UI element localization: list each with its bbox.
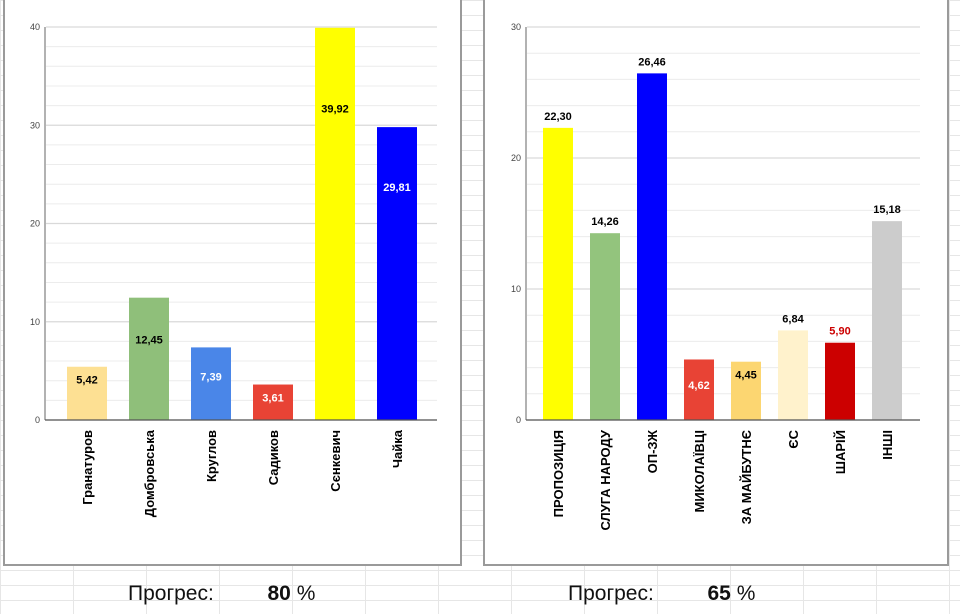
y-tick-label: 40 (30, 22, 40, 32)
bar[interactable] (637, 73, 667, 421)
bar-value-label: 3,61 (262, 393, 283, 405)
bar[interactable] (377, 127, 417, 420)
bar-value-label: 5,42 (76, 375, 97, 387)
bar-value-label: 29,81 (383, 182, 411, 194)
bar[interactable] (129, 297, 169, 420)
x-category-label: ЗА МАЙБУТНЄ (739, 430, 754, 524)
bar-value-label: 4,45 (735, 370, 756, 382)
y-tick-label: 30 (30, 120, 40, 130)
x-category-label: Сєнкевич (328, 430, 343, 492)
bar[interactable] (543, 127, 573, 421)
progress-right: Прогрес: 65 % (568, 582, 755, 606)
bar[interactable] (315, 27, 355, 420)
progress-right-unit: % (736, 582, 756, 605)
bar-value-label: 7,39 (200, 371, 221, 383)
y-tick-label: 0 (516, 415, 521, 425)
progress-left-unit: % (296, 582, 316, 605)
bar-value-label: 39,92 (321, 103, 349, 115)
bar[interactable] (684, 359, 714, 420)
progress-left-label: Прогрес: (128, 582, 214, 605)
bar[interactable] (67, 366, 107, 420)
x-category-label: МИКОЛАЇВЦІ (692, 430, 707, 513)
progress-right-value: 65 (707, 582, 731, 605)
x-category-label: ОП-ЗЖ (645, 430, 660, 474)
x-category-label: Домбровська (142, 429, 157, 517)
x-category-label: Садиков (266, 430, 281, 485)
x-category-label: ЄС (786, 429, 801, 448)
y-tick-label: 10 (511, 284, 521, 294)
progress-left-value: 80 (267, 582, 291, 605)
bar[interactable] (778, 330, 808, 420)
x-category-label: Чайка (390, 429, 405, 468)
progress-left: Прогрес: 80 % (128, 582, 315, 606)
bar-value-label: 12,45 (135, 334, 163, 346)
bar-value-label: 14,26 (591, 216, 619, 228)
y-tick-label: 10 (30, 317, 40, 327)
bar[interactable] (590, 233, 620, 420)
bar-value-label: 6,84 (782, 313, 804, 325)
y-tick-label: 20 (30, 219, 40, 229)
bar-value-label: 22,30 (544, 111, 572, 123)
x-category-label: ПРОПОЗИЦІЯ (551, 430, 566, 517)
bar-value-label: 15,18 (873, 204, 901, 216)
progress-right-label: Прогрес: (568, 582, 654, 605)
bar-value-label: 26,46 (638, 56, 666, 68)
bar-value-label: 4,62 (688, 380, 709, 392)
bar[interactable] (191, 347, 231, 420)
bar-value-label: 5,90 (829, 326, 850, 338)
bar[interactable] (825, 342, 855, 420)
bar[interactable] (872, 221, 902, 420)
x-category-label: ШАРІЙ (833, 430, 848, 474)
x-category-label: Круглов (204, 430, 219, 482)
y-tick-label: 30 (511, 22, 521, 32)
x-category-label: ІНШІ (880, 430, 895, 460)
bar[interactable] (253, 384, 293, 420)
y-tick-label: 20 (511, 153, 521, 163)
x-category-label: Гранатуров (80, 430, 95, 505)
bar[interactable] (731, 361, 761, 420)
y-tick-label: 0 (35, 415, 40, 425)
x-category-label: СЛУГА НАРОДУ (598, 429, 613, 530)
chart-panel-parties[interactable] (483, 0, 949, 566)
